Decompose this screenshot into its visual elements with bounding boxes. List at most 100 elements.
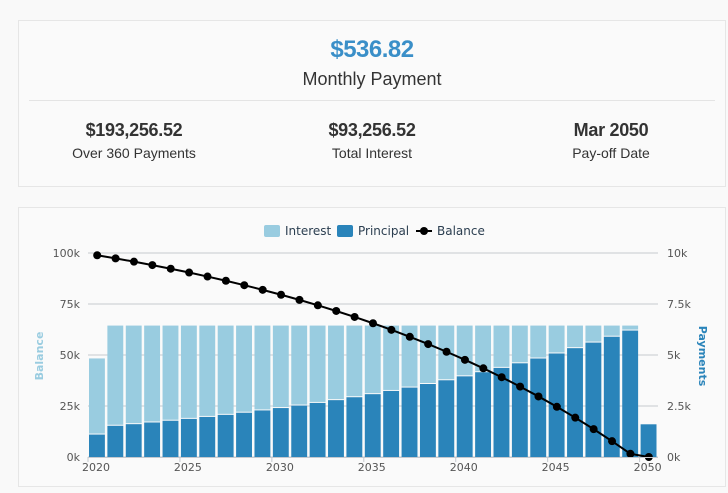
bar-interest-2037[interactable] — [401, 325, 418, 387]
balance-point-2038[interactable] — [424, 340, 433, 349]
balance-point-2027[interactable] — [221, 276, 230, 285]
balance-point-2045[interactable] — [552, 402, 561, 411]
bar-principal-2032[interactable] — [309, 402, 326, 457]
balance-point-2029[interactable] — [258, 285, 267, 294]
balance-point-2030[interactable] — [277, 290, 286, 299]
bar-principal-2039[interactable] — [438, 380, 455, 457]
bar-principal-2041[interactable] — [475, 372, 492, 457]
bar-principal-2048[interactable] — [603, 336, 620, 457]
bar-interest-2038[interactable] — [419, 325, 436, 384]
bar-principal-2026[interactable] — [199, 416, 216, 457]
balance-point-2023[interactable] — [148, 261, 157, 270]
bar-principal-2033[interactable] — [328, 400, 344, 457]
bar-principal-2043[interactable] — [511, 363, 528, 457]
bar-interest-2030[interactable] — [272, 325, 289, 408]
bar-interest-2021[interactable] — [107, 325, 124, 425]
bar-principal-2023[interactable] — [144, 422, 161, 457]
bar-principal-2046[interactable] — [567, 348, 583, 457]
balance-point-2020[interactable] — [93, 251, 102, 260]
balance-point-2042[interactable] — [497, 373, 506, 382]
bar-principal-2029[interactable] — [254, 410, 271, 457]
bar-interest-2023[interactable] — [144, 325, 161, 422]
balance-point-2040[interactable] — [460, 355, 469, 364]
bar-interest-2032[interactable] — [309, 325, 326, 402]
bar-interest-2034[interactable] — [346, 325, 363, 397]
bar-principal-2037[interactable] — [401, 387, 418, 457]
bar-interest-2046[interactable] — [567, 325, 583, 348]
bar-principal-2021[interactable] — [107, 425, 124, 457]
balance-point-2035[interactable] — [369, 319, 377, 328]
balance-point-2026[interactable] — [203, 272, 212, 281]
bar-principal-2038[interactable] — [419, 384, 436, 457]
bar-principal-2030[interactable] — [272, 408, 289, 457]
balance-point-2041[interactable] — [479, 364, 488, 373]
bar-principal-2031[interactable] — [291, 405, 308, 457]
left-axis-title: Balance — [33, 332, 46, 381]
bar-principal-2028[interactable] — [236, 412, 252, 457]
bar-interest-2047[interactable] — [585, 325, 602, 342]
bar-principal-2034[interactable] — [346, 397, 363, 457]
balance-point-2047[interactable] — [589, 425, 598, 434]
bar-interest-2028[interactable] — [236, 325, 252, 412]
legend-principal[interactable]: Principal — [358, 224, 409, 238]
right-tick-label: 2.5k — [667, 400, 691, 413]
balance-point-2046[interactable] — [571, 413, 580, 422]
balance-point-2039[interactable] — [442, 347, 451, 356]
bar-interest-2043[interactable] — [511, 325, 528, 363]
bar-interest-2035[interactable] — [364, 325, 381, 394]
bar-interest-2049[interactable] — [622, 325, 639, 330]
bar-interest-2026[interactable] — [199, 325, 216, 416]
balance-point-2021[interactable] — [111, 254, 120, 263]
bar-principal-2020[interactable] — [89, 434, 105, 457]
balance-point-2031[interactable] — [295, 295, 304, 304]
bar-interest-2040[interactable] — [456, 325, 473, 376]
balance-point-2032[interactable] — [313, 301, 322, 310]
bar-interest-2027[interactable] — [217, 325, 234, 414]
bar-interest-2042[interactable] — [493, 325, 510, 367]
bar-principal-2042[interactable] — [493, 367, 510, 457]
balance-point-2028[interactable] — [240, 281, 249, 290]
bar-interest-2044[interactable] — [530, 325, 547, 358]
bar-interest-2031[interactable] — [291, 325, 308, 405]
bar-interest-2029[interactable] — [254, 325, 271, 410]
balance-point-2044[interactable] — [534, 392, 543, 401]
bar-interest-2020[interactable] — [89, 358, 105, 434]
balance-point-2033[interactable] — [332, 306, 341, 315]
bar-principal-2050[interactable] — [640, 424, 657, 457]
balance-point-2025[interactable] — [185, 268, 194, 277]
legend-balance-marker — [420, 227, 428, 235]
chart-legend[interactable]: Interest Principal Balance — [264, 224, 485, 238]
balance-point-2037[interactable] — [405, 332, 414, 341]
bar-interest-2025[interactable] — [180, 325, 197, 418]
x-tick-label: 2020 — [82, 461, 110, 474]
balance-point-2036[interactable] — [387, 325, 396, 334]
bar-principal-2025[interactable] — [180, 418, 197, 457]
balance-point-2024[interactable] — [166, 264, 175, 273]
bar-principal-2044[interactable] — [530, 358, 547, 457]
bar-principal-2049[interactable] — [622, 330, 639, 457]
right-tick-label: 10k — [667, 247, 688, 260]
bar-principal-2040[interactable] — [456, 376, 473, 457]
legend-interest[interactable]: Interest — [285, 224, 332, 238]
balance-point-2034[interactable] — [350, 312, 359, 321]
balance-point-2049[interactable] — [626, 449, 635, 458]
balance-point-2048[interactable] — [608, 437, 617, 446]
bar-interest-2033[interactable] — [328, 325, 344, 400]
stat-value: $193,256.52 — [85, 120, 183, 140]
bar-interest-2045[interactable] — [548, 325, 565, 353]
bar-principal-2024[interactable] — [162, 420, 179, 457]
bar-interest-2036[interactable] — [383, 325, 400, 390]
bar-principal-2027[interactable] — [217, 414, 234, 457]
bar-principal-2022[interactable] — [125, 424, 142, 457]
bar-interest-2048[interactable] — [603, 325, 620, 336]
bar-principal-2047[interactable] — [585, 342, 602, 457]
balance-point-2043[interactable] — [516, 382, 525, 391]
legend-balance[interactable]: Balance — [437, 224, 485, 238]
bar-interest-2041[interactable] — [475, 325, 492, 372]
bar-interest-2024[interactable] — [162, 325, 179, 420]
balance-point-2022[interactable] — [129, 257, 138, 266]
bar-interest-2022[interactable] — [125, 325, 142, 424]
bar-principal-2035[interactable] — [364, 394, 381, 457]
bar-principal-2036[interactable] — [383, 390, 400, 457]
